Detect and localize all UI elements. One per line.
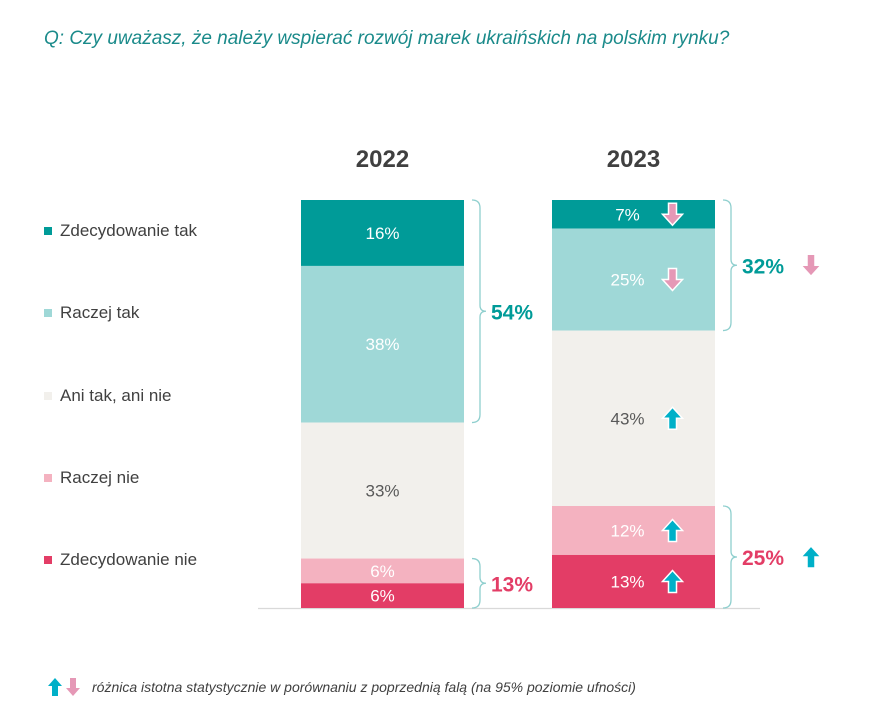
x-tick-label-2022: 2022 bbox=[356, 146, 409, 173]
legend-swatch-raczej-tak bbox=[44, 309, 52, 317]
bar-segment-zdecydowanie-nie-2023 bbox=[552, 554, 715, 608]
bar-segment-raczej-tak-2023 bbox=[552, 228, 715, 331]
legend-swatch-ani bbox=[44, 392, 52, 400]
bar-segment-ani-2023 bbox=[552, 330, 715, 506]
data-label-zdecydowanie-tak-2023: 7% bbox=[615, 205, 640, 224]
change-arrow-up-icon bbox=[660, 406, 685, 431]
bracket-negative-2023 bbox=[722, 505, 738, 609]
bar-segment-raczej-nie-2022 bbox=[301, 558, 464, 584]
data-label-zdecydowanie-nie-2023: 13% bbox=[610, 572, 644, 591]
data-label-raczej-tak-2023: 25% bbox=[610, 271, 644, 290]
data-label-zdecydowanie-tak-2022: 16% bbox=[365, 224, 399, 243]
legend-item-zdecydowanie-tak: Zdecydowanie tak bbox=[44, 221, 197, 241]
change-arrow-up-icon bbox=[660, 518, 685, 543]
legend-label: Zdecydowanie nie bbox=[60, 550, 198, 569]
legend-swatch-zdecydowanie-nie bbox=[44, 556, 52, 564]
legend-swatch-raczej-nie bbox=[44, 474, 52, 482]
bar-segment-zdecydowanie-nie-2022 bbox=[301, 583, 464, 608]
bar-segment-zdecydowanie-tak-2023 bbox=[552, 200, 715, 229]
net-negative-label-2022: 13% bbox=[491, 573, 533, 596]
bracket-negative-2022 bbox=[471, 557, 487, 609]
legend-item-raczej-tak: Raczej tak bbox=[44, 303, 139, 323]
legend-label: Raczej nie bbox=[60, 468, 140, 487]
net-positive-label-2022: 54% bbox=[491, 301, 533, 324]
data-label-raczej-nie-2023: 12% bbox=[610, 521, 644, 540]
bar-segment-ani-2022 bbox=[301, 422, 464, 559]
data-label-ani-2023: 43% bbox=[610, 409, 644, 428]
bar-segment-raczej-tak-2022 bbox=[301, 265, 464, 423]
legend-label: Raczej tak bbox=[60, 303, 140, 322]
bracket-positive-2023 bbox=[722, 199, 738, 332]
bar-segment-zdecydowanie-tak-2022 bbox=[301, 200, 464, 266]
data-label-raczej-nie-2022: 6% bbox=[370, 562, 395, 581]
x-tick-label-2023: 2023 bbox=[607, 146, 660, 173]
data-label-ani-2022: 33% bbox=[365, 482, 399, 501]
question-title: Q: Czy uważasz, że należy wspierać rozwó… bbox=[44, 28, 730, 49]
legend-item-zdecydowanie-nie: Zdecydowanie nie bbox=[44, 550, 197, 570]
bar-segment-raczej-nie-2023 bbox=[552, 506, 715, 555]
legend-label: Ani tak, ani nie bbox=[60, 386, 172, 405]
net-negative-label-2023: 25% bbox=[742, 547, 784, 570]
change-arrow-down-icon bbox=[660, 267, 685, 292]
footnote: różnica istotna statystycznie w porównan… bbox=[46, 676, 636, 698]
footnote-text: różnica istotna statystycznie w porównan… bbox=[92, 679, 636, 695]
legend-swatch-zdecydowanie-tak bbox=[44, 227, 52, 235]
data-label-zdecydowanie-nie-2022: 6% bbox=[370, 587, 395, 606]
net-change-arrow-up-icon bbox=[799, 544, 823, 569]
significance-arrows-icon bbox=[48, 678, 80, 696]
change-arrow-up-icon bbox=[660, 569, 685, 594]
legend-item-ani: Ani tak, ani nie bbox=[44, 386, 172, 406]
net-positive-label-2023: 32% bbox=[742, 255, 784, 278]
net-change-arrow-down-icon bbox=[799, 253, 823, 278]
bracket-positive-2022 bbox=[471, 199, 487, 424]
legend-item-raczej-nie: Raczej nie bbox=[44, 468, 139, 488]
legend-label: Zdecydowanie tak bbox=[60, 221, 198, 240]
data-label-raczej-tak-2022: 38% bbox=[365, 335, 399, 354]
change-arrow-down-icon bbox=[660, 202, 685, 227]
